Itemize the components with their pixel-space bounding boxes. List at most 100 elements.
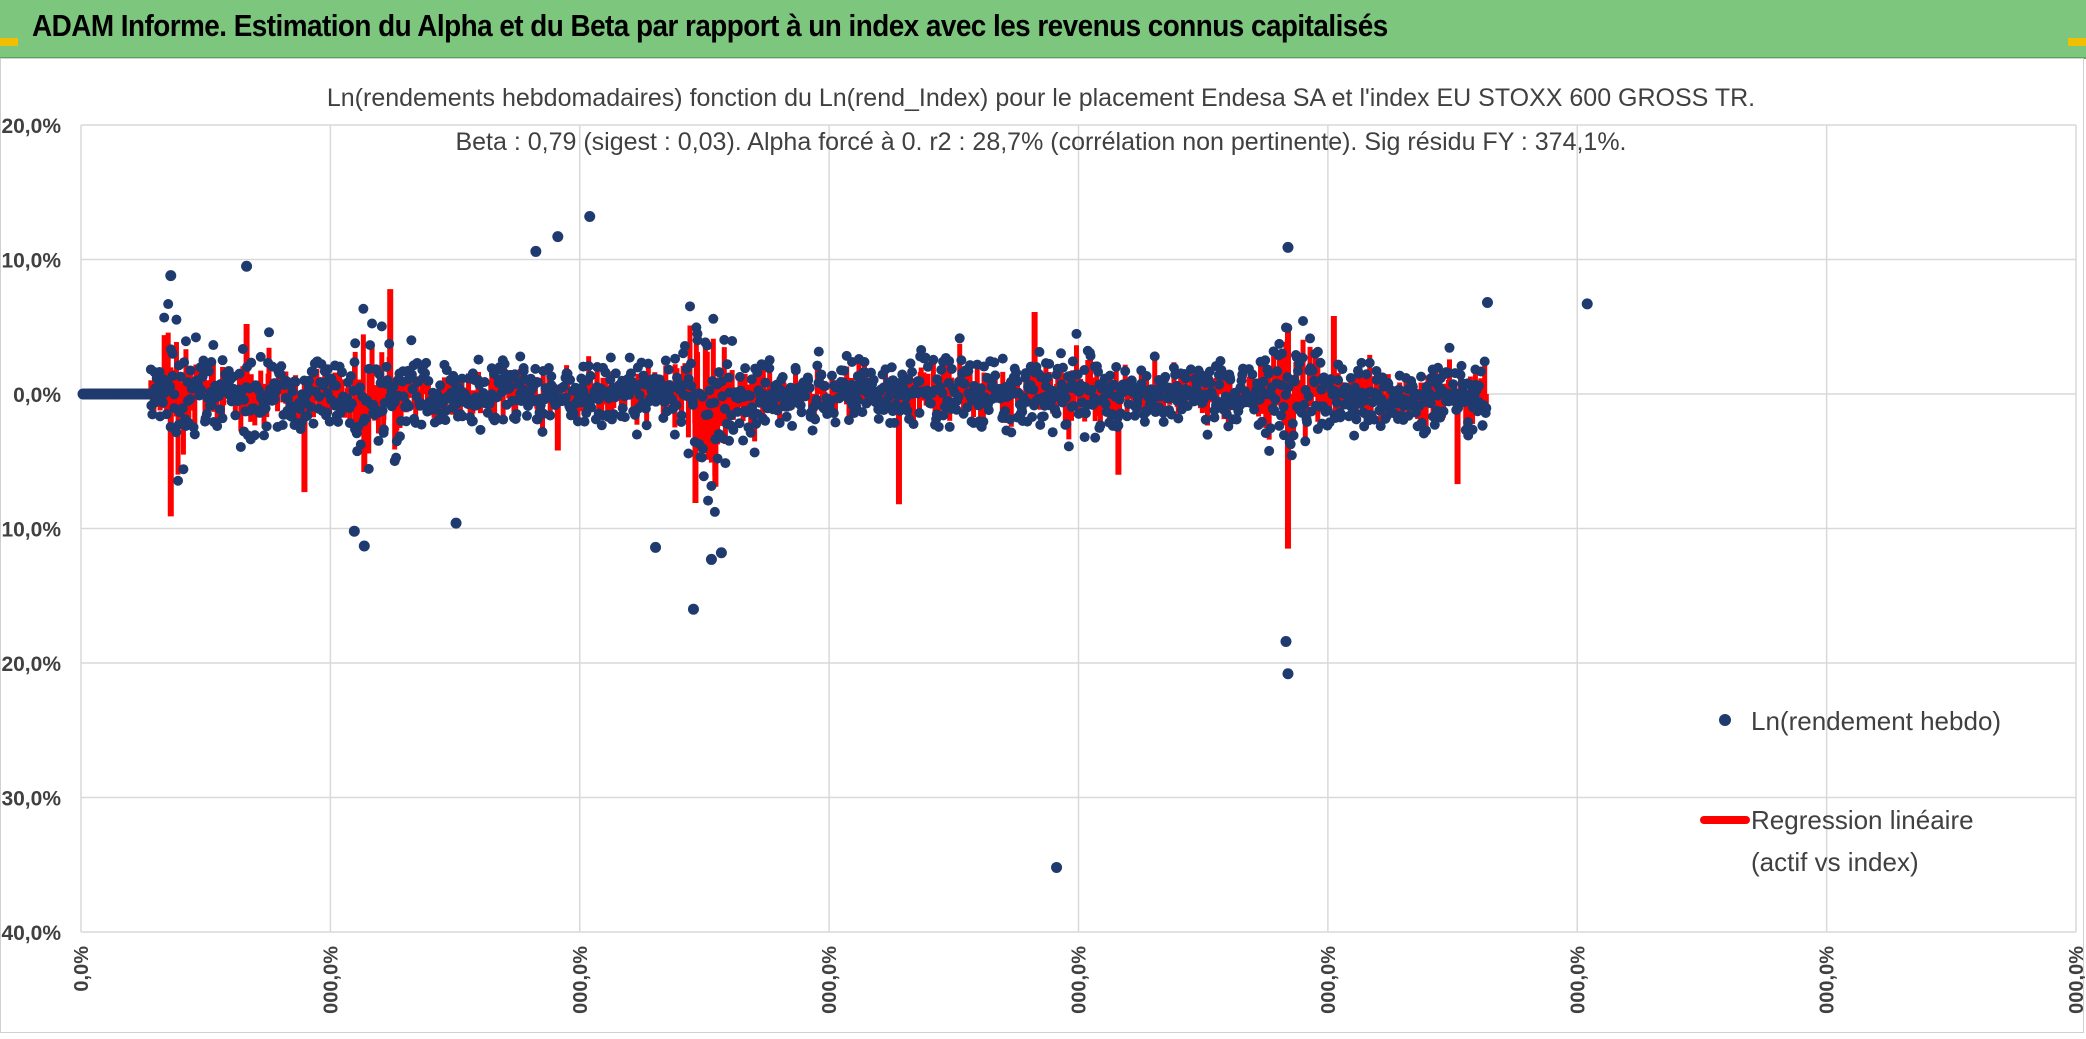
data-point (515, 351, 526, 362)
data-point (1090, 432, 1101, 443)
data-point (1173, 413, 1184, 424)
data-point (382, 375, 393, 386)
data-point (171, 427, 182, 438)
data-point (1285, 439, 1296, 450)
data-point (1218, 401, 1229, 412)
data-point (1027, 412, 1038, 423)
data-point (740, 363, 751, 374)
data-point (1057, 362, 1068, 373)
data-point (1274, 420, 1285, 431)
data-point (1283, 382, 1294, 393)
data-point (962, 402, 973, 413)
data-point (346, 398, 357, 409)
data-point (1287, 418, 1298, 429)
data-point (167, 348, 178, 359)
data-point (1011, 367, 1022, 378)
data-point (1297, 352, 1308, 363)
data-point (318, 380, 329, 391)
data-point (1425, 398, 1436, 409)
data-point (1122, 411, 1133, 422)
data-point (206, 356, 217, 367)
data-point (1479, 356, 1490, 367)
data-point (1369, 414, 1380, 425)
data-point (511, 408, 522, 419)
data-point (1315, 357, 1326, 368)
data-point (1298, 315, 1309, 326)
data-point (1085, 350, 1096, 361)
data-point (1017, 406, 1028, 417)
data-point (423, 376, 434, 387)
data-point (608, 409, 619, 420)
data-point (230, 410, 241, 421)
data-point (857, 407, 868, 418)
data-point (843, 415, 854, 426)
data-point (1473, 380, 1484, 391)
data-point (1475, 366, 1486, 377)
data-point (147, 409, 158, 420)
data-point (157, 397, 168, 408)
data-point (702, 340, 713, 351)
data-point (600, 367, 611, 378)
data-point (1258, 376, 1269, 387)
data-point (565, 374, 576, 385)
data-point (853, 395, 864, 406)
data-point (384, 338, 395, 349)
data-point (1337, 364, 1348, 375)
data-point (624, 352, 635, 363)
data-point (902, 405, 913, 416)
data-point (394, 431, 405, 442)
data-point (473, 354, 484, 365)
x-tick-label: 000,0% (1817, 946, 1839, 1014)
data-point (314, 391, 325, 402)
data-points (77, 210, 1593, 873)
data-point (1209, 412, 1220, 423)
data-point (944, 421, 955, 432)
data-point (1080, 408, 1091, 419)
data-point-outlier (530, 245, 542, 257)
data-point-outlier (1051, 861, 1063, 873)
data-point (1351, 414, 1362, 425)
data-point (1034, 346, 1045, 357)
data-point (983, 405, 994, 416)
data-point (938, 410, 949, 421)
data-point (217, 413, 228, 424)
data-point-outlier (1282, 668, 1294, 680)
data-point (406, 369, 417, 380)
data-point (752, 367, 763, 378)
data-point (989, 357, 1000, 368)
data-point (490, 412, 501, 423)
data-point (925, 398, 936, 409)
data-point (302, 410, 313, 421)
data-point (1356, 357, 1367, 368)
data-point (1138, 384, 1149, 395)
y-tick-label: -20,0% (1, 653, 61, 676)
data-point (697, 443, 708, 454)
data-point (1432, 362, 1443, 373)
data-point (1456, 360, 1467, 371)
data-point (956, 355, 967, 366)
data-point (1303, 391, 1314, 402)
data-point (605, 352, 616, 363)
data-point (478, 387, 489, 398)
data-point-outlier (165, 270, 177, 282)
data-point (1455, 369, 1466, 380)
data-point (777, 372, 788, 383)
data-point (800, 391, 811, 402)
data-point (1394, 384, 1405, 395)
data-point (1160, 371, 1171, 382)
data-point (350, 338, 361, 349)
data-point (965, 360, 976, 371)
data-point (610, 368, 621, 379)
data-point (816, 370, 827, 381)
data-point (208, 340, 219, 351)
data-point (260, 403, 271, 414)
data-point (1282, 322, 1293, 333)
corner-marker (0, 38, 18, 46)
scatter-chart: 20,0% 10,0% 0,0% -10,0% -20,0% -30,0% -40,0% 0,… (0, 84, 2086, 1014)
data-point (180, 336, 191, 347)
data-point (1416, 371, 1427, 382)
data-point (1375, 421, 1386, 432)
data-point (883, 392, 894, 403)
data-point (641, 420, 652, 431)
data-point (261, 421, 272, 432)
